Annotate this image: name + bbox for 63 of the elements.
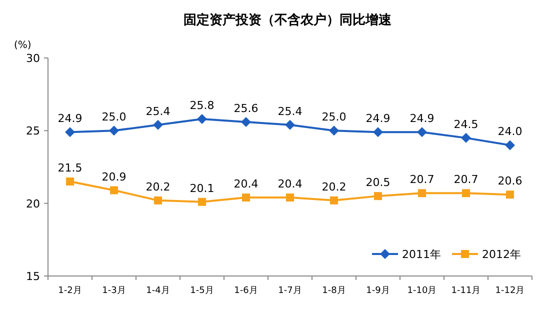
data-label: 20.7 (410, 173, 434, 186)
data-label: 24.9 (366, 112, 390, 126)
point (242, 194, 250, 202)
data-label: 25.8 (190, 99, 214, 112)
data-label: 20.7 (454, 173, 478, 186)
x-tick-label: 1-6月 (234, 286, 258, 296)
data-label: 20.2 (146, 180, 170, 194)
y-tick-label: 15 (26, 270, 40, 283)
x-tick-label: 1-8月 (322, 286, 346, 296)
x-tick-label: 1-2月 (58, 286, 82, 296)
data-label: 25.4 (278, 104, 302, 118)
data-label: 24.9 (58, 112, 82, 126)
point (462, 189, 470, 198)
legend-label: 2012年 (482, 248, 521, 261)
point (417, 127, 427, 138)
point (197, 114, 207, 124)
data-label: 25.0 (102, 110, 126, 124)
point (506, 190, 514, 199)
x-tick-label: 1-11月 (451, 286, 481, 296)
data-label: 25.4 (146, 104, 170, 118)
point (505, 140, 515, 150)
data-label: 20.2 (322, 180, 346, 194)
point (286, 194, 294, 202)
x-tick-label: 1-7月 (278, 286, 302, 296)
point (65, 127, 75, 138)
data-label: 20.4 (234, 178, 258, 191)
x-tick-label: 1-10月 (407, 286, 437, 296)
point (198, 198, 206, 206)
y-axis-title: (%) (14, 40, 32, 51)
point (373, 127, 383, 138)
data-label: 24.0 (498, 125, 522, 138)
data-label: 20.5 (366, 176, 390, 190)
point (154, 196, 162, 204)
data-label: 21.5 (58, 162, 82, 175)
point (329, 126, 339, 136)
chart-title: 固定资产投资（不含农户）同比增速 (184, 12, 392, 28)
x-tick-label: 1-9月 (366, 286, 390, 296)
point (153, 120, 163, 130)
point (66, 178, 74, 186)
legend-label: 2011年 (402, 248, 441, 261)
data-label: 20.9 (102, 170, 126, 184)
x-tick-label: 1-12月 (495, 286, 525, 296)
x-tick-label: 1-3月 (102, 286, 126, 296)
data-label: 20.6 (498, 174, 522, 188)
point (374, 192, 382, 200)
point (418, 189, 426, 198)
data-label: 25.6 (234, 102, 258, 115)
data-label: 24.9 (410, 112, 434, 126)
point (285, 120, 295, 130)
point (110, 186, 118, 194)
point (109, 126, 119, 136)
data-label: 25.0 (322, 110, 346, 124)
point (330, 196, 338, 204)
x-tick-label: 1-5月 (190, 286, 214, 296)
x-tick-label: 1-4月 (146, 286, 170, 296)
data-label: 20.4 (278, 178, 302, 191)
y-tick-label: 20 (26, 197, 40, 210)
y-tick-label: 30 (26, 52, 40, 65)
point (241, 116, 251, 127)
point (461, 132, 471, 143)
data-label: 24.5 (454, 118, 478, 131)
y-tick-label: 25 (26, 124, 40, 138)
data-label: 20.1 (190, 182, 214, 195)
